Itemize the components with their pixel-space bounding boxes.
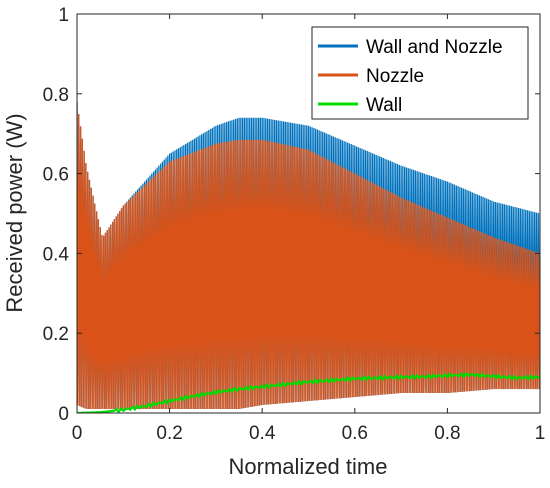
y-axis-label: Received power (W) (2, 113, 27, 312)
y-axis-ticks: 0 0.2 0.4 0.6 0.8 1 (43, 5, 540, 425)
x-axis-ticks: 0 0.2 0.4 0.6 0.8 1 (72, 14, 546, 444)
y-tick-label: 0 (58, 404, 69, 425)
x-tick-label: 1 (535, 423, 546, 444)
plot-frame (76, 13, 541, 414)
y-tick-label: 0.2 (43, 324, 69, 345)
legend-entry-label: Wall (366, 95, 402, 116)
x-axis-label: Normalized time (229, 454, 388, 479)
x-tick-label: 0.8 (434, 423, 460, 444)
x-tick-label: 0.6 (342, 423, 368, 444)
x-tick-label: 0 (72, 423, 83, 444)
legend-entry-label: Wall and Nozzle (366, 37, 503, 58)
plot-area (77, 101, 540, 413)
legend-entry-label: Nozzle (366, 66, 424, 87)
x-tick-label: 0.4 (249, 423, 276, 444)
series-nozzle (77, 101, 540, 410)
legend: Wall and Nozzle Nozzle Wall (311, 26, 529, 120)
y-tick-label: 0.4 (43, 244, 70, 265)
series-wall (77, 371, 540, 413)
y-tick-label: 0.8 (43, 85, 69, 106)
y-tick-label: 1 (58, 5, 69, 26)
x-tick-label: 0.2 (156, 423, 182, 444)
y-tick-label: 0.6 (43, 165, 69, 186)
